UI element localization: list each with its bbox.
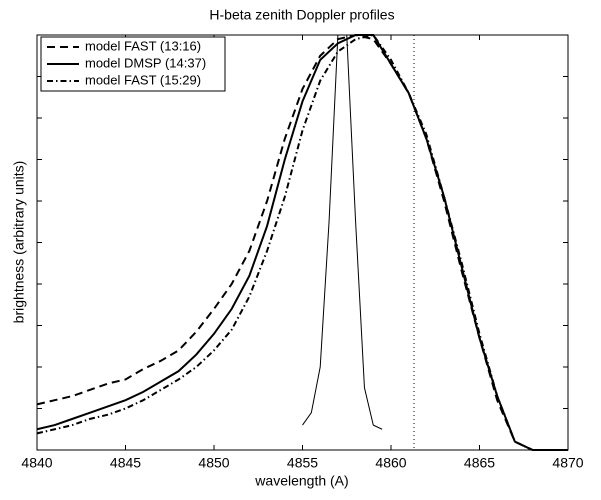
x-tick-label: 4850 — [198, 455, 229, 471]
legend-label: model FAST (13:16) — [85, 38, 201, 53]
x-tick-label: 4855 — [287, 455, 318, 471]
x-tick-label: 4845 — [110, 455, 141, 471]
series-line — [36, 34, 568, 451]
chart-title: H-beta zenith Doppler profiles — [209, 7, 394, 23]
x-tick-label: 4840 — [21, 455, 52, 471]
x-tick-label: 4870 — [552, 455, 583, 471]
x-tick-label: 4860 — [375, 455, 406, 471]
plot-frame — [36, 34, 569, 451]
instrument-profile — [302, 34, 383, 430]
series-line — [36, 33, 568, 451]
legend-label: model DMSP (14:37) — [85, 55, 206, 70]
y-axis-label: brightness (arbitrary units) — [11, 161, 27, 324]
legend-label: model FAST (15:29) — [85, 72, 201, 87]
x-tick-label: 4865 — [464, 455, 495, 471]
x-axis-label: wavelength (A) — [254, 473, 348, 489]
series-line — [36, 33, 568, 451]
